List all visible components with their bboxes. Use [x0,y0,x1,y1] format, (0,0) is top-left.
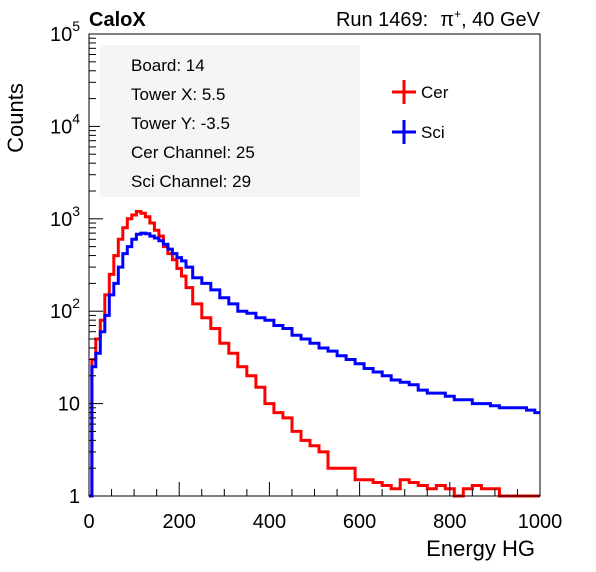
info-box: Board: 14 Tower X: 5.5 Tower Y: -3.5 Cer… [100,45,360,197]
header-particle: π [440,9,454,31]
y-tick-label: 103 [50,203,80,231]
y-tick-label: 1 [69,486,80,508]
info-tower-x: Tower X: 5.5 [131,85,226,104]
y-axis: 1 10 102 103 104 105 [50,18,103,508]
x-tick-label: 0 [83,511,94,533]
info-box-background [100,45,360,197]
header-left: CaloX [89,9,146,31]
x-tick-label: 200 [163,511,196,533]
y-axis-title: Counts [3,83,28,153]
info-board: Board: 14 [131,56,205,75]
series-sci-line [89,231,540,498]
header-run: Run 1469: [336,9,428,31]
legend: Cer Sci [392,80,449,144]
legend-label-sci: Sci [421,123,445,142]
y-tick-label: 102 [50,295,80,323]
header-charge: + [454,7,461,21]
x-tick-label: 1000 [518,511,563,533]
legend-entry-sci: Sci [392,120,445,144]
x-axis-title: Energy HG [426,536,535,561]
header-right: Run 1469: π+, 40 GeV [336,7,541,31]
series-cer-line [89,210,540,498]
y-tick-label: 104 [50,110,80,138]
x-tick-label: 600 [343,511,376,533]
legend-entry-cer: Cer [392,80,449,104]
header-energy: , 40 GeV [461,9,541,31]
x-tick-label: 400 [253,511,286,533]
x-tick-label: 800 [433,511,466,533]
y-tick-label: 10 [58,394,80,416]
legend-label-cer: Cer [421,83,449,102]
info-cer-channel: Cer Channel: 25 [131,143,255,162]
y-tick-label: 105 [50,18,80,46]
x-axis: 0 200 400 600 800 1000 [83,482,562,533]
series-layer [89,210,540,498]
info-sci-channel: Sci Channel: 29 [131,172,251,191]
info-tower-y: Tower Y: -3.5 [131,114,230,133]
